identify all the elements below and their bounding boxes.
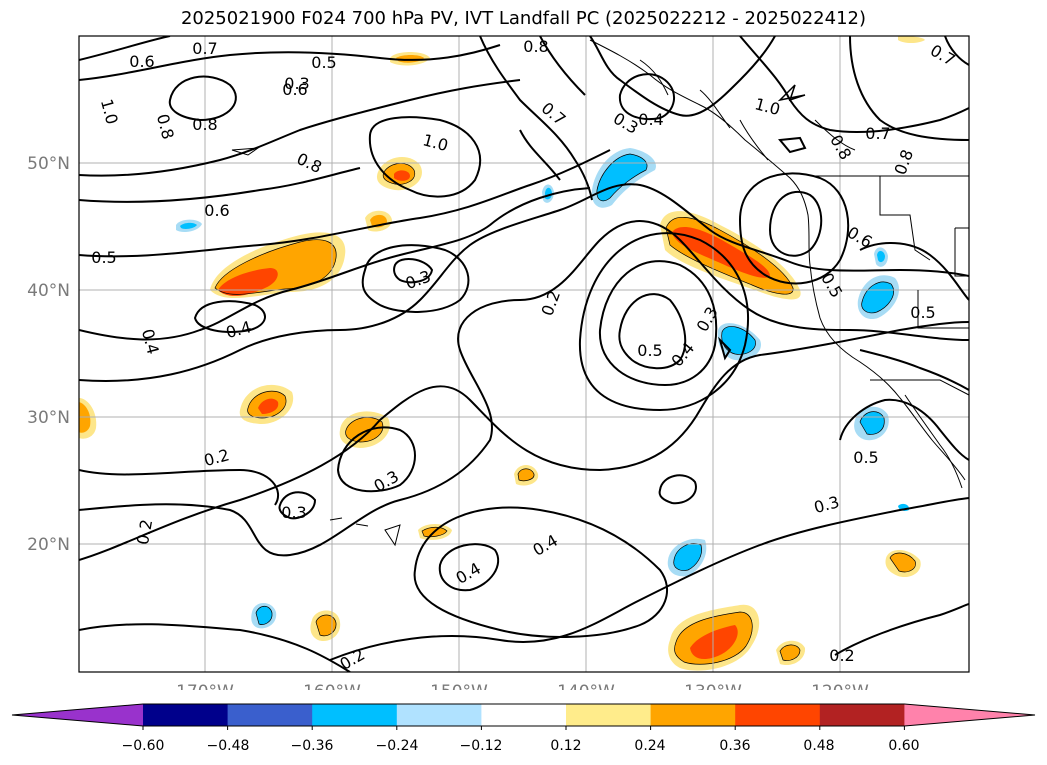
map-panel: 0.6 0.7 0.5 0.8 1.0 0.8 0.8 0.6 1.0 0.8 … [27,35,970,690]
pos-region-hawaii-core [345,417,383,442]
contour-label: 0.8 [192,115,217,134]
colorbar-tick-label: 0.48 [803,738,834,754]
pos-region-north-pacific-strong [218,268,278,296]
colorbar-outline [11,703,1036,727]
colorbar-tick-label: 0.36 [719,738,750,754]
colorbar-tick-label: −0.12 [460,738,503,754]
colorbar-segment [481,704,567,726]
neg-region-small-2-core [180,222,197,229]
pos-region-hawaii-west-strong [258,398,279,414]
colorbar-tick-label: 0.12 [550,738,581,754]
lat-label-30n: 30°N [27,408,70,428]
pos-region-small-4-core [780,644,800,661]
contour-label: 0.5 [637,341,662,360]
contour-label: 0.7 [865,124,890,143]
pos-region-small-3-core [316,615,337,636]
colorbar-segment [396,704,482,726]
contour-label: 0.5 [910,303,935,322]
contour-label: 0.6 [204,201,229,220]
contour-label: 0.5 [311,53,336,72]
lon-label-170w: 170°W [176,682,234,690]
colorbar-extend-high [904,704,1035,726]
colorbar-tick-label: 0.24 [634,738,665,754]
neg-region-small-1-core [256,606,273,625]
colorbar-tick-label: −0.48 [207,738,250,754]
contour-label: 0.3 [284,74,309,93]
pos-region-small-9 [898,36,925,43]
figure-title: 2025021900 F024 700 hPa PV, IVT Landfall… [180,8,867,29]
lon-label-120w: 120°W [811,682,869,690]
lon-label-130w: 130°W [684,682,742,690]
colorbar-segment [650,704,736,726]
pos-region-gulf-alaska-strong [394,170,410,181]
contour-label: 0.5 [91,248,116,267]
colorbar-segment [312,704,398,726]
contour-label: 0.2 [133,518,156,546]
colorbar-tick-label: 0.60 [888,738,919,754]
contour-label: 0.6 [129,52,154,71]
colorbar-segment [566,704,652,726]
contour-label: 0.5 [853,448,878,467]
coastlines [231,39,969,547]
colorbar-segment [819,704,905,726]
lat-label-50n: 50°N [27,154,70,174]
lon-label-150w: 150°W [430,682,488,690]
lon-label-140w: 140°W [557,682,615,690]
colorbar-tick-label: −0.60 [122,738,165,754]
colorbar-extend-low [12,704,143,726]
neg-region-small-4-core [877,250,885,263]
neg-region-east-pacific-core [673,543,702,571]
pv-contours [79,36,969,672]
longitude-labels: 170°W 160°W 150°W 140°W 130°W 120°W [176,682,869,690]
colorbar-tick-label: −0.24 [376,738,419,754]
colorbar-segment [143,704,229,726]
lon-label-160w: 160°W [303,682,361,690]
lat-label-40n: 40°N [27,281,70,301]
pos-region-baja-south-strong [690,625,738,660]
colorbar-tick-label: −0.36 [291,738,334,754]
map-frame [78,35,970,673]
pos-region-small-1-core [518,468,535,481]
map-background [79,36,969,672]
contour-label: 0.2 [829,646,854,665]
contour-label: 0.7 [192,39,217,58]
contour-label: 0.3 [281,503,306,522]
contour-label: 0.8 [523,37,548,56]
colorbar-segment [227,704,313,726]
colorbar-segments [11,703,1036,730]
contour-label: 0.6 [282,80,307,99]
latitude-labels: 50°N 40°N 30°N 20°N [27,154,70,555]
colorbar-ticks: −0.60 −0.48 −0.36 −0.24 −0.12 0.12 0.24 … [122,738,920,754]
colorbar-segment [735,704,821,726]
lat-label-20n: 20°N [27,535,70,555]
contour-label: 0.4 [638,110,663,129]
